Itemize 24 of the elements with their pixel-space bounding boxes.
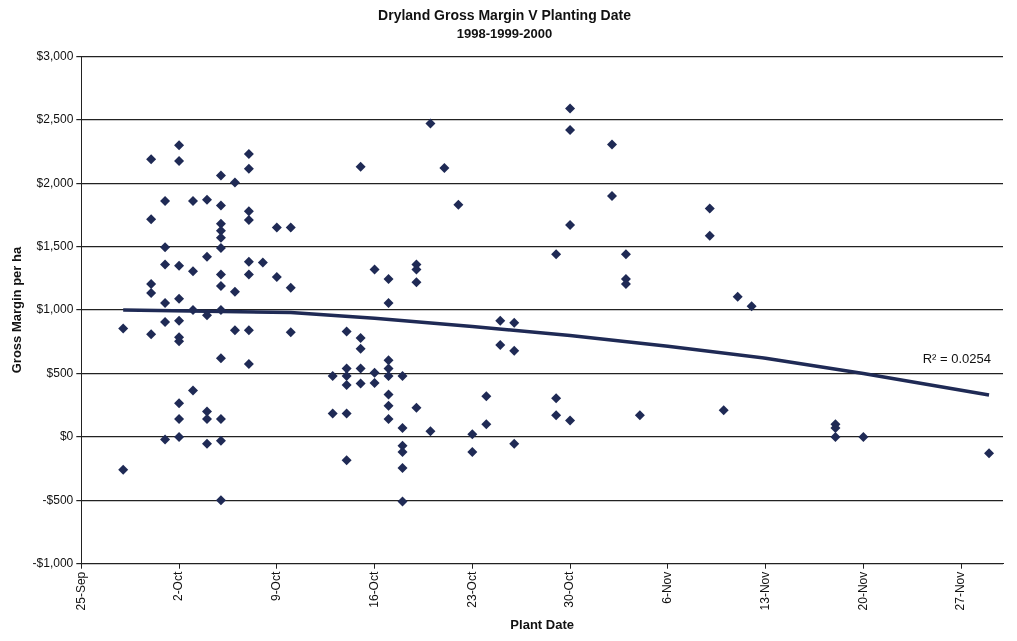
y-tick-label: $1,000 <box>36 302 74 317</box>
x-tick-label: 16-Oct <box>366 571 381 608</box>
x-tick-label: 23-Oct <box>464 571 479 608</box>
chart-title: Dryland Gross Margin V Planting Date <box>378 7 632 24</box>
y-tick-label: $500 <box>46 365 74 380</box>
y-tick-label: -$1,000 <box>32 556 74 571</box>
y-axis-title: Gross Margin per ha <box>9 246 25 374</box>
annotation: R² = 0.0254 <box>922 350 991 366</box>
x-tick-label: 6-Nov <box>660 571 675 604</box>
x-tick-label: 27-Nov <box>953 571 968 611</box>
x-tick-label: 30-Oct <box>562 571 577 608</box>
chart-subtitle: 1998-1999-2000 <box>456 26 553 42</box>
x-tick-label: 2-Oct <box>171 571 186 602</box>
y-tick-label: $2,500 <box>36 112 74 127</box>
x-tick-label: 25-Sep <box>73 571 88 611</box>
x-axis-title: Plant Date <box>510 616 574 632</box>
y-tick-label: -$500 <box>42 492 74 507</box>
y-tick-label: $0 <box>59 429 74 444</box>
x-tick-label: 20-Nov <box>855 571 870 611</box>
y-tick-label: $3,000 <box>36 48 74 63</box>
y-tick-label: $1,500 <box>36 238 74 253</box>
y-tick-label: $2,000 <box>36 175 74 190</box>
x-tick-label: 13-Nov <box>757 571 772 611</box>
x-tick-label: 9-Oct <box>269 571 284 602</box>
